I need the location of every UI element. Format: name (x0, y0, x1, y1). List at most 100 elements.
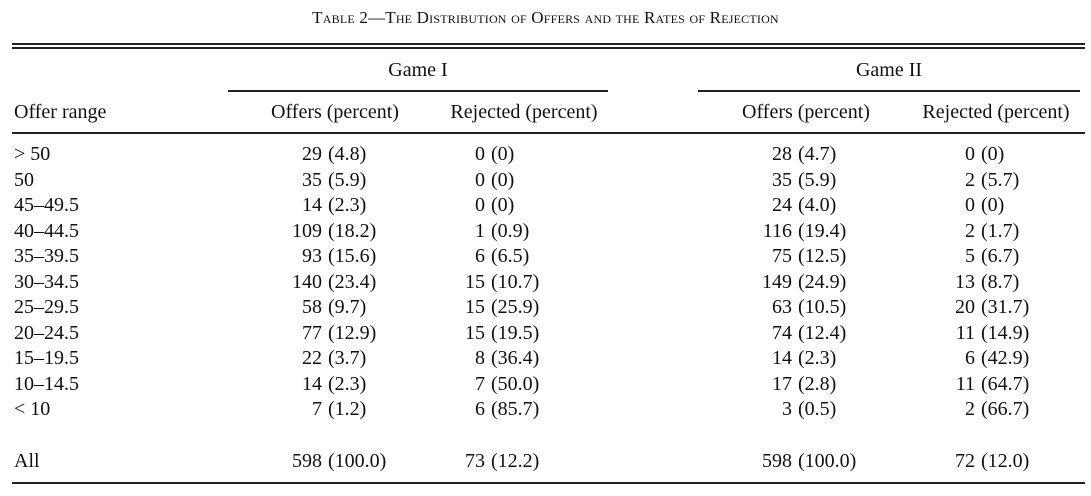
g2-rejected-count: 11 (955, 372, 975, 395)
top-double-rule-upper (12, 43, 1085, 45)
g2-rejected-percent: (8.7) (981, 270, 1020, 293)
g1-rejected-percent: (25.9) (491, 296, 540, 318)
g2-offers-percent: (19.4) (798, 219, 847, 242)
row-offer-range: 20–24.5 (14, 321, 79, 344)
g1-rejected-percent: (85.7) (491, 398, 540, 420)
g1-offers-percent: (2.3) (328, 372, 367, 395)
total-g1-rejected-cell: 73 (12.2) (455, 450, 561, 472)
g2-offers-count: 17 (772, 372, 792, 395)
g2-offers-count: 14 (772, 347, 792, 369)
g2-rejected-count: 6 (965, 347, 975, 369)
g2-offers-percent: (4.7) (798, 143, 837, 165)
row-offer-range: 25–29.5 (14, 296, 79, 318)
g1-offers-cell: 109 (18.2) (270, 220, 398, 242)
g2-rejected-percent: (14.9) (981, 321, 1030, 344)
g1-rejected-count: 15 (465, 270, 485, 293)
header-rule (12, 132, 1085, 134)
col-header-g1-rejected: Rejected (percent) (450, 101, 598, 123)
g2-offers-count: 75 (772, 245, 792, 267)
g1-offers-cell: 140 (23.4) (270, 271, 398, 293)
row-offer-range: > 50 (14, 143, 51, 165)
g1-rejected-cell: 15 (19.5) (455, 322, 561, 344)
g2-offers-percent: (4.0) (798, 194, 837, 216)
g1-rejected-cell: 7 (50.0) (455, 373, 561, 395)
g2-rejected-percent: (1.7) (981, 219, 1020, 242)
g1-offers-percent: (9.7) (328, 296, 367, 318)
g1-offers-count: 58 (302, 296, 322, 318)
g2-offers-count: 74 (772, 321, 792, 344)
g1-offers-percent: (4.8) (328, 143, 367, 165)
g2-rejected-cell: 13 (8.7) (935, 271, 1051, 293)
total-row-label: All (14, 450, 40, 472)
g2-rejected-cell: 0 (0) (935, 143, 1051, 165)
row-header-offer-range: Offer range (14, 101, 107, 123)
g1-rejected-count: 15 (465, 321, 485, 344)
g2-offers-percent: (2.8) (798, 372, 837, 395)
g2-offers-count: 149 (762, 270, 792, 293)
game-1-underline (228, 90, 608, 92)
g1-offers-percent: (100.0) (328, 450, 387, 472)
g2-offers-percent: (0.5) (798, 398, 837, 420)
g1-rejected-percent: (6.5) (491, 245, 530, 267)
total-g2-rejected-cell: 72 (12.0) (935, 450, 1051, 472)
g1-offers-percent: (2.3) (328, 194, 367, 216)
row-offer-range: 40–44.5 (14, 219, 79, 242)
group-header-game-2: Game II (855, 59, 923, 81)
g2-rejected-count: 0 (965, 143, 975, 165)
g1-rejected-count: 15 (465, 296, 485, 318)
g2-rejected-count: 2 (965, 219, 975, 242)
g2-rejected-cell: 11 (64.7) (935, 373, 1051, 395)
row-offer-range: 30–34.5 (14, 270, 79, 293)
g1-offers-percent: (1.2) (328, 398, 367, 420)
col-header-g2-rejected: Rejected (percent) (922, 101, 1070, 123)
g2-rejected-count: 2 (965, 168, 975, 191)
g1-rejected-percent: (50.0) (491, 372, 540, 395)
g2-offers-cell: 17 (2.8) (740, 373, 878, 395)
g2-rejected-count: 20 (955, 296, 975, 318)
total-g2-offers-cell: 598 (100.0) (740, 450, 878, 472)
g2-rejected-count: 11 (955, 321, 975, 344)
g1-offers-count: 29 (302, 143, 322, 165)
top-double-rule-lower (12, 47, 1085, 49)
g1-rejected-cell: 0 (0) (455, 194, 561, 216)
g1-offers-percent: (18.2) (328, 219, 377, 242)
g2-rejected-percent: (42.9) (981, 347, 1030, 369)
g2-offers-percent: (100.0) (798, 450, 857, 472)
g2-rejected-cell: 20 (31.7) (935, 296, 1051, 318)
g1-rejected-cell: 6 (85.7) (455, 398, 561, 420)
g2-offers-cell: 3 (0.5) (740, 398, 878, 420)
g2-rejected-count: 72 (955, 450, 975, 472)
g2-rejected-percent: (31.7) (981, 296, 1030, 318)
g1-offers-count: 14 (302, 372, 322, 395)
g2-rejected-cell: 5 (6.7) (935, 245, 1051, 267)
g1-rejected-count: 6 (475, 398, 485, 420)
g1-offers-percent: (12.9) (328, 321, 377, 344)
g2-offers-count: 35 (772, 168, 792, 191)
g2-rejected-count: 2 (965, 398, 975, 420)
g1-rejected-percent: (19.5) (491, 321, 540, 344)
g1-offers-cell: 14 (2.3) (270, 194, 398, 216)
g1-offers-count: 7 (312, 398, 322, 420)
row-offer-range: 35–39.5 (14, 245, 79, 267)
g1-rejected-count: 1 (475, 219, 485, 242)
g1-offers-percent: (5.9) (328, 168, 367, 191)
g2-rejected-percent: (0) (981, 194, 1005, 216)
g2-offers-cell: 74 (12.4) (740, 322, 878, 344)
g1-rejected-cell: 15 (25.9) (455, 296, 561, 318)
g1-offers-count: 598 (292, 450, 322, 472)
g1-offers-count: 140 (292, 270, 322, 293)
g2-offers-cell: 75 (12.5) (740, 245, 878, 267)
g2-rejected-percent: (12.0) (981, 450, 1030, 472)
g2-offers-percent: (10.5) (798, 296, 847, 318)
g2-offers-percent: (5.9) (798, 168, 837, 191)
g1-offers-count: 109 (292, 219, 322, 242)
g1-rejected-percent: (36.4) (491, 347, 540, 369)
g2-offers-cell: 28 (4.7) (740, 143, 878, 165)
g1-rejected-percent: (0) (491, 194, 515, 216)
row-offer-range: 50 (14, 168, 34, 191)
g2-offers-count: 63 (772, 296, 792, 318)
g1-offers-cell: 29 (4.8) (270, 143, 398, 165)
g1-rejected-cell: 0 (0) (455, 169, 561, 191)
g2-rejected-cell: 2 (1.7) (935, 220, 1051, 242)
g1-offers-percent: (23.4) (328, 270, 377, 293)
